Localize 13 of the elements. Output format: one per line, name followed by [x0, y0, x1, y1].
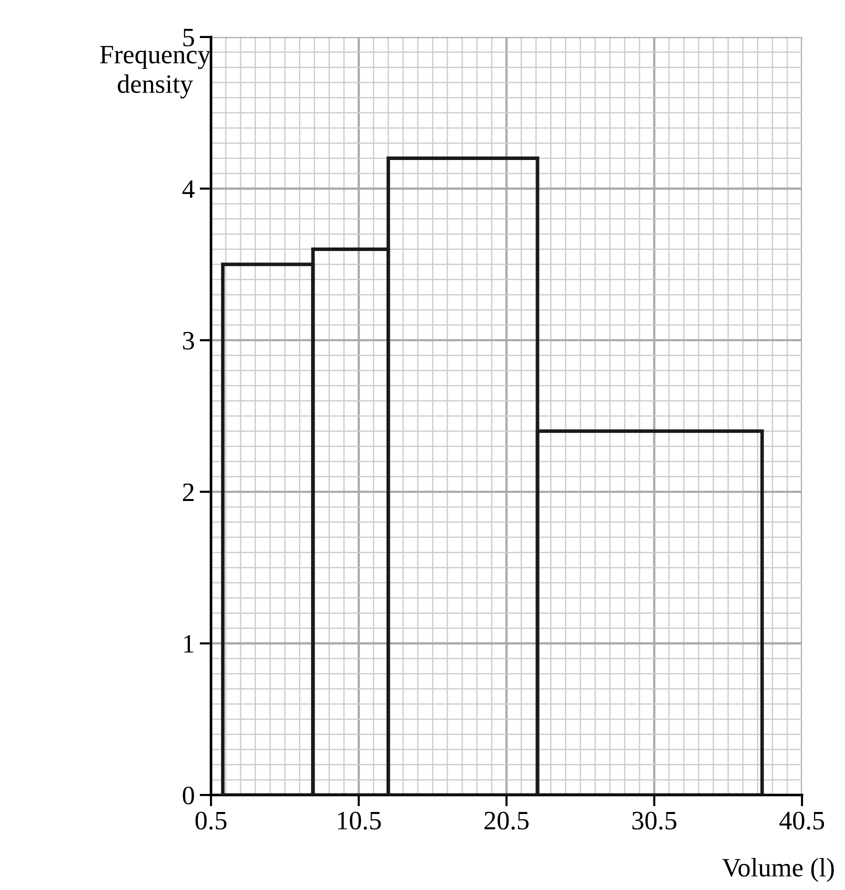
y-tick-label: 4 — [182, 180, 195, 198]
y-tick-label: 0 — [182, 786, 194, 804]
x-tick-label: 20.5 — [484, 812, 529, 830]
x-tick-label: 40.5 — [779, 812, 824, 830]
y-tick-label: 2 — [182, 483, 194, 501]
x-axis-title: Volume (l) — [722, 858, 834, 882]
x-tick-label: 10.5 — [338, 812, 381, 830]
x-tick-label: 30.5 — [632, 812, 676, 830]
x-tick-label: 0.5 — [196, 812, 226, 830]
y-tick-label: 5 — [183, 28, 194, 46]
y-axis-title: Frequency density — [100, 46, 211, 98]
y-tick-label: 1 — [184, 635, 194, 653]
y-tick-label: 3 — [183, 332, 194, 350]
